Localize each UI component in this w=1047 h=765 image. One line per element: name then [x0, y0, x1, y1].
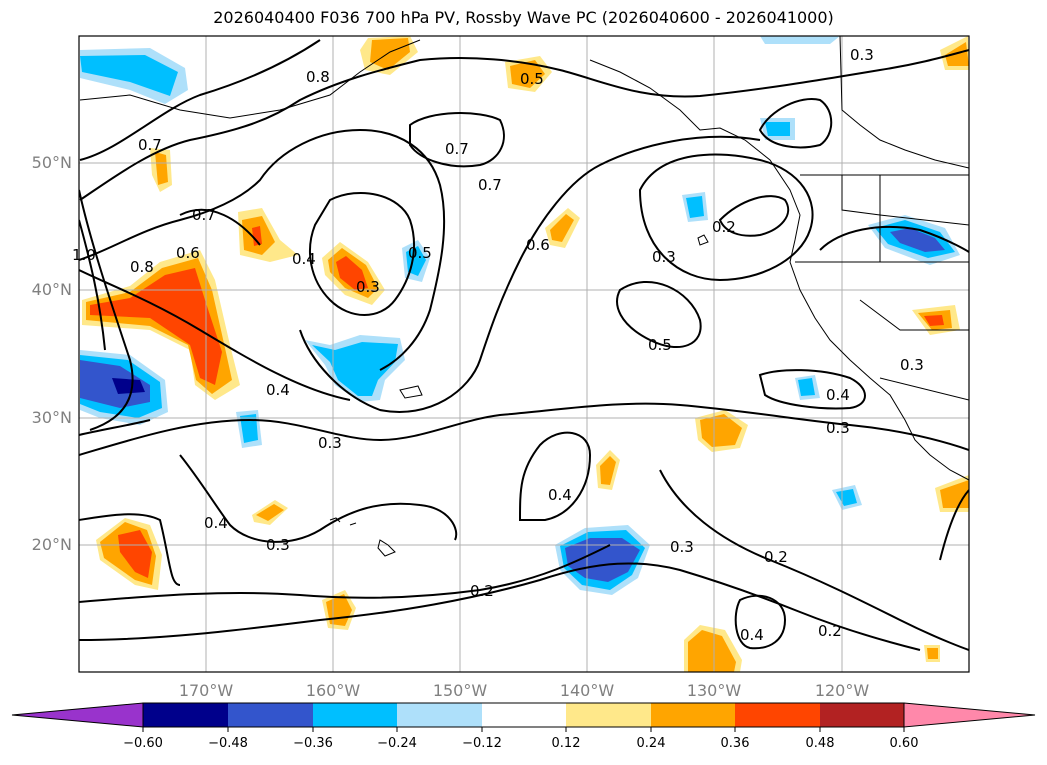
colorbar-tick-label: −0.48 — [208, 736, 248, 751]
contour-label: 0.4 — [740, 626, 764, 644]
colorbar-tick-label: 0.48 — [805, 736, 835, 751]
contour-label: 0.7 — [445, 140, 469, 158]
contour-labels: 0.8 0.7 0.5 0.3 0.7 0.7 0.6 0.6 0.4 0.3 … — [72, 46, 924, 644]
colorbar-tick-label: 0.12 — [551, 736, 581, 751]
shaded-anomalies — [80, 36, 969, 672]
contour-label: 0.8 — [130, 258, 154, 276]
contour-label: 0.5 — [648, 336, 672, 354]
colorbar-bin — [397, 703, 482, 727]
lon-tick-label: 130°W — [686, 681, 742, 700]
lon-tick-label: 170°W — [178, 681, 234, 700]
lat-tick-label: 40°N — [31, 280, 72, 299]
lat-tick-label: 50°N — [31, 153, 72, 172]
colorbar-bin — [313, 703, 397, 727]
colorbar-extend-low — [11, 702, 144, 728]
colorbar-bin — [820, 703, 904, 727]
lat-tick-label: 30°N — [31, 408, 72, 427]
contour-label: 0.7 — [138, 136, 162, 154]
colorbar-frame — [142, 702, 905, 728]
colorbar-bin — [228, 703, 313, 727]
lon-tick-label: 140°W — [559, 681, 615, 700]
colorbar — [11, 702, 1036, 732]
contour-label: 0.8 — [306, 68, 330, 86]
lon-tick-label: 150°W — [432, 681, 488, 700]
graticule — [79, 36, 969, 672]
contour-label: 0.2 — [764, 548, 788, 566]
contour-label: 0.3 — [670, 538, 694, 556]
contour-label: 1.0 — [72, 246, 96, 264]
colorbar-tick-label: −0.60 — [123, 736, 163, 751]
contour-label: 0.6 — [526, 236, 550, 254]
contour-label: 0.4 — [548, 486, 572, 504]
contour-label: 0.3 — [900, 356, 924, 374]
contour-label: 0.7 — [478, 176, 502, 194]
contour-label: 0.3 — [652, 248, 676, 266]
contour-label: 0.3 — [850, 46, 874, 64]
contour-label: 0.4 — [292, 250, 316, 268]
colorbar-tick-label: −0.12 — [462, 736, 502, 751]
coastlines — [79, 36, 969, 557]
contour-label: 0.3 — [318, 434, 342, 452]
colorbar-tick-label: 0.36 — [720, 736, 750, 751]
colorbar-bin — [566, 703, 651, 727]
lon-tick-label: 120°W — [814, 681, 870, 700]
colorbar-extend-high — [903, 702, 1036, 728]
pv-contours — [79, 39, 969, 651]
colorbar-tick-label: 0.60 — [889, 736, 919, 751]
colorbar-tick-label: −0.36 — [293, 736, 333, 751]
contour-label: 0.4 — [204, 514, 228, 532]
contour-label: 0.3 — [826, 419, 850, 437]
contour-label: 0.6 — [176, 244, 200, 262]
colorbar-bin — [735, 703, 820, 727]
contour-label: 0.2 — [712, 218, 736, 236]
contour-label: 0.3 — [356, 278, 380, 296]
colorbar-bin — [143, 703, 228, 727]
colorbar-tick-label: 0.24 — [636, 736, 666, 751]
lat-tick-label: 20°N — [31, 535, 72, 554]
contour-label: 0.7 — [192, 206, 216, 224]
map-frame — [78, 35, 970, 673]
contour-label: 0.5 — [408, 244, 432, 262]
contour-label: 0.2 — [818, 622, 842, 640]
contour-label: 0.4 — [266, 381, 290, 399]
contour-label: 0.4 — [826, 386, 850, 404]
lon-tick-label: 160°W — [305, 681, 361, 700]
contour-label: 0.3 — [266, 536, 290, 554]
map-title: 2026040400 F036 700 hPa PV, Rossby Wave … — [213, 8, 834, 27]
colorbar-bin — [482, 703, 566, 727]
colorbar-bin — [651, 703, 735, 727]
contour-label: 0.2 — [470, 582, 494, 600]
colorbar-tick-label: −0.24 — [377, 736, 417, 751]
contour-label: 0.5 — [520, 70, 544, 88]
